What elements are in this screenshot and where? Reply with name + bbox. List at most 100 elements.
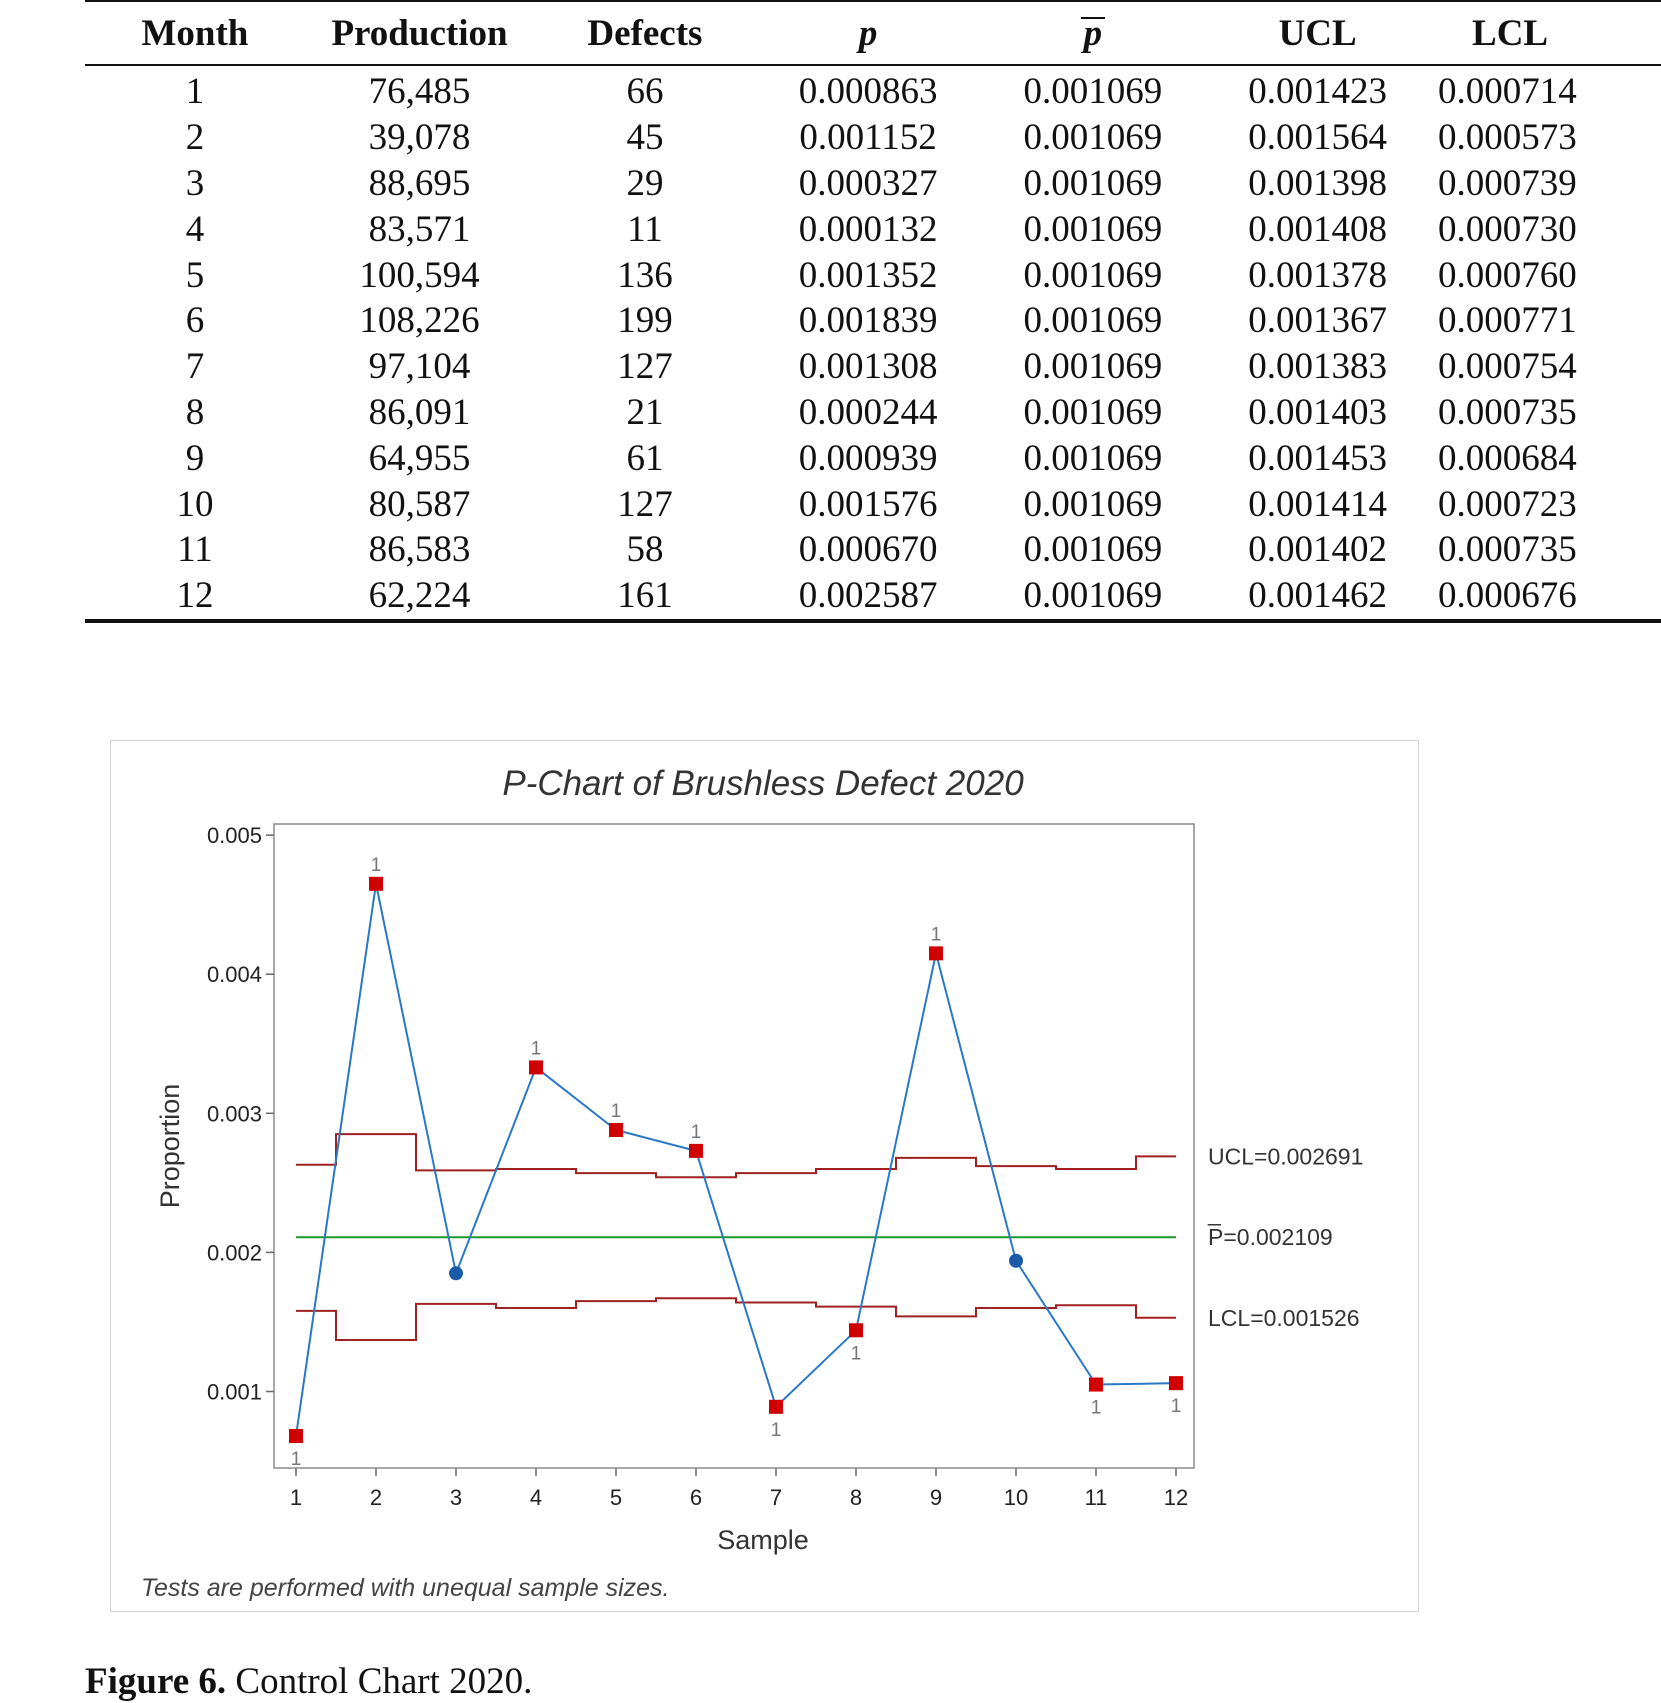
test-flag-label: 1	[851, 1343, 862, 1364]
cell-production: 100,594	[359, 254, 480, 296]
cell-p: 0.000132	[798, 208, 938, 250]
cell-lcl: 0.000573	[1438, 117, 1577, 159]
cell-month: 11	[177, 529, 213, 571]
cell-lcl: 0.000739	[1438, 162, 1577, 204]
cell-month: 5	[185, 254, 205, 296]
chart-footnote: Tests are performed with unequal sample …	[141, 1574, 670, 1602]
cell-month: 6	[185, 300, 205, 342]
test-flag-label: 1	[291, 1449, 302, 1470]
cell-defects: 21	[626, 391, 664, 433]
cell-production: 97,104	[368, 346, 471, 388]
header-pbar: p	[980, 0, 1206, 66]
cell-p: 0.000670	[798, 529, 938, 571]
cell-defects: 45	[626, 117, 664, 159]
cell-pbar: 0.001069	[1023, 346, 1163, 388]
out-of-control-point	[1169, 1376, 1183, 1391]
table-header-row: Month Production Defects p p UCL LCL	[85, 0, 1661, 66]
cell-defects: 199	[617, 300, 673, 342]
x-tick-label: 1	[290, 1485, 302, 1510]
chart-title: P-Chart of Brushless Defect 2020	[502, 764, 1024, 803]
cell-ucl: 0.001398	[1248, 162, 1387, 204]
cell-defects: 58	[626, 529, 664, 571]
cell-production: 88,695	[368, 162, 471, 204]
table-row: 8 86,091 21 0.000244 0.001069 0.001403 0.00073…	[85, 390, 1661, 436]
table-row: 1 76,485 66 0.000863 0.001069 0.001423 0.00071…	[85, 65, 1661, 115]
cell-pbar: 0.001069	[1023, 208, 1163, 250]
table-row: 2 39,078 45 0.001152 0.001069 0.001564 0.00057…	[85, 115, 1661, 161]
cell-month: 1	[185, 71, 205, 113]
test-flag-label: 1	[1171, 1396, 1182, 1417]
cell-production: 80,587	[368, 483, 471, 525]
out-of-control-point	[369, 876, 383, 891]
test-flag-label: 1	[931, 924, 942, 945]
cell-defects: 127	[617, 346, 673, 388]
x-tick-label: 4	[530, 1485, 542, 1510]
cell-production: 76,485	[368, 71, 471, 113]
table-row: 4 83,571 11 0.000132 0.001069 0.001408 0.00073…	[85, 206, 1661, 252]
x-tick-label: 6	[690, 1485, 702, 1510]
cell-lcl: 0.000735	[1438, 391, 1577, 433]
cell-p: 0.002587	[755, 572, 981, 623]
center-label-bar: _	[1207, 1200, 1222, 1226]
table-row: 5 100,594 136 0.001352 0.001069 0.001378 0.000…	[85, 252, 1661, 298]
cell-lcl: 0.000771	[1438, 300, 1577, 342]
cell-ucl: 0.001408	[1248, 208, 1387, 250]
cell-ucl: 0.001414	[1248, 483, 1387, 525]
cell-lcl: 0.000754	[1438, 346, 1577, 388]
cell-lcl: 0.000760	[1438, 254, 1577, 296]
x-tick-label: 5	[610, 1485, 622, 1510]
y-tick-label: 0.002	[207, 1240, 262, 1265]
cell-ucl: 0.001402	[1248, 529, 1387, 571]
cell-pbar: 0.001069	[1023, 71, 1163, 113]
x-tick-label: 7	[770, 1485, 782, 1510]
cell-p: 0.000863	[798, 71, 938, 113]
test-flag-label: 1	[1091, 1398, 1102, 1419]
cell-defects: 136	[617, 254, 673, 296]
out-of-control-point	[289, 1429, 303, 1444]
header-defects: Defects	[534, 0, 756, 66]
cell-p: 0.000939	[798, 437, 938, 479]
header-lcl: LCL	[1430, 0, 1661, 66]
cell-production: 108,226	[359, 300, 480, 342]
out-of-control-point	[689, 1143, 703, 1158]
table-row: 11 86,583 58 0.000670 0.001069 0.001402 0.0007…	[85, 527, 1661, 573]
cell-ucl: 0.001423	[1248, 71, 1387, 113]
center-label: P=0.002109	[1208, 1224, 1333, 1250]
cell-month: 12	[85, 572, 305, 623]
header-p: p	[755, 0, 981, 66]
cell-lcl: 0.000730	[1438, 208, 1577, 250]
test-flag-label: 1	[531, 1038, 542, 1059]
cell-lcl: 0.000684	[1438, 437, 1577, 479]
out-of-control-point	[529, 1060, 543, 1075]
cell-month: 10	[176, 483, 214, 525]
y-tick-label: 0.004	[207, 962, 262, 987]
header-lcl-label: LCL	[1472, 12, 1549, 54]
cell-ucl: 0.001462	[1205, 572, 1431, 623]
plot-area-frame	[273, 823, 1195, 1469]
header-ucl: UCL	[1205, 0, 1431, 66]
cell-production: 86,583	[368, 529, 471, 571]
cell-p: 0.001352	[798, 254, 938, 296]
cell-ucl: 0.001453	[1248, 437, 1387, 479]
proportion-series-line	[295, 883, 1177, 1437]
y-axis-label: Proportion	[155, 1084, 185, 1209]
cell-p: 0.001308	[798, 346, 938, 388]
table-row: 12 62,224 161 0.002587 0.001069 0.001462 0.000…	[85, 572, 1661, 623]
x-tick-label: 2	[370, 1485, 382, 1510]
table-row: 3 88,695 29 0.000327 0.001069 0.001398 0.00073…	[85, 161, 1661, 207]
cell-pbar: 0.001069	[1023, 529, 1163, 571]
cell-p: 0.001839	[798, 300, 938, 342]
cell-ucl: 0.001564	[1248, 117, 1387, 159]
ucl-label: UCL=0.002691	[1208, 1143, 1363, 1169]
lcl-label: LCL=0.001526	[1208, 1305, 1360, 1331]
x-tick-label: 9	[930, 1485, 942, 1510]
x-tick-label: 10	[1004, 1485, 1028, 1510]
cell-month: 4	[185, 208, 205, 250]
data-table-region: Month Production Defects p p UCL LCL 1 76…	[0, 0, 1661, 640]
header-pbar-symbol: p	[1080, 15, 1106, 52]
x-tick-label: 11	[1085, 1485, 1108, 1510]
p-chart-figure: P-Chart of Brushless Defect 2020 UCL=0.0…	[110, 740, 1419, 1612]
cell-ucl: 0.001367	[1248, 300, 1387, 342]
cell-lcl: 0.000723	[1438, 483, 1577, 525]
y-tick-label: 0.001	[207, 1379, 262, 1404]
